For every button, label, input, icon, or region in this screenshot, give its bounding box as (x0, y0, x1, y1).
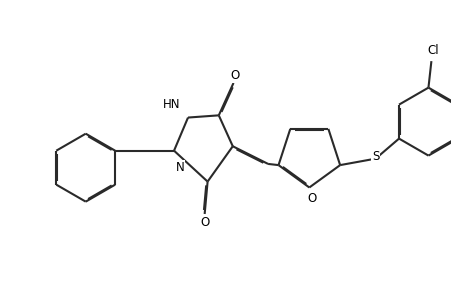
Text: N: N (175, 161, 184, 174)
Text: S: S (371, 150, 378, 163)
Text: O: O (307, 192, 316, 205)
Text: HN: HN (162, 98, 180, 111)
Text: O: O (200, 216, 209, 229)
Text: O: O (230, 69, 239, 82)
Text: Cl: Cl (426, 44, 438, 57)
